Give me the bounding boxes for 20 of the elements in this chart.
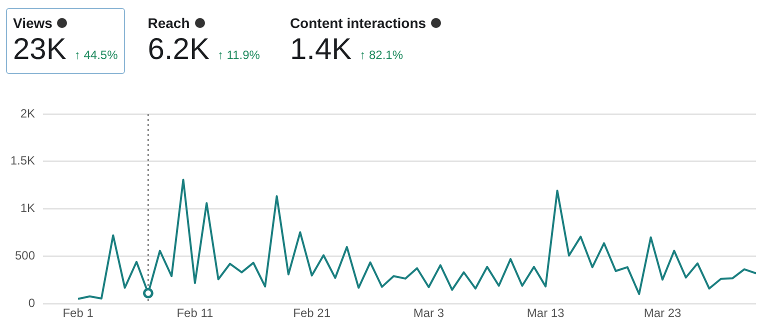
y-tick-label: 0 xyxy=(28,296,36,310)
text: ↑ 11.9% xyxy=(217,48,260,62)
text: ↑ 82.1% xyxy=(360,48,404,62)
text: 1.4K xyxy=(290,33,352,67)
y-tick-label: 1.5K xyxy=(10,154,35,168)
text: 23K xyxy=(13,33,66,67)
x-tick-label: Feb 1 xyxy=(62,306,94,320)
text: Reach xyxy=(148,15,190,31)
x-tick-label: Mar 3 xyxy=(413,306,444,320)
y-tick-label: 1K xyxy=(20,201,35,216)
x-tick-label: Mar 13 xyxy=(526,306,565,320)
text: ↑ 44.5% xyxy=(74,48,118,62)
text: 6.2K xyxy=(148,33,210,67)
text: Views xyxy=(13,15,52,31)
x-tick-label: Mar 23 xyxy=(644,306,682,320)
x-tick-label: Feb 11 xyxy=(176,306,214,320)
y-tick-label: 2K xyxy=(20,106,35,120)
x-tick-label: Feb 21 xyxy=(293,306,331,320)
text: Content interactions xyxy=(290,15,426,31)
y-tick-label: 500 xyxy=(14,248,36,263)
